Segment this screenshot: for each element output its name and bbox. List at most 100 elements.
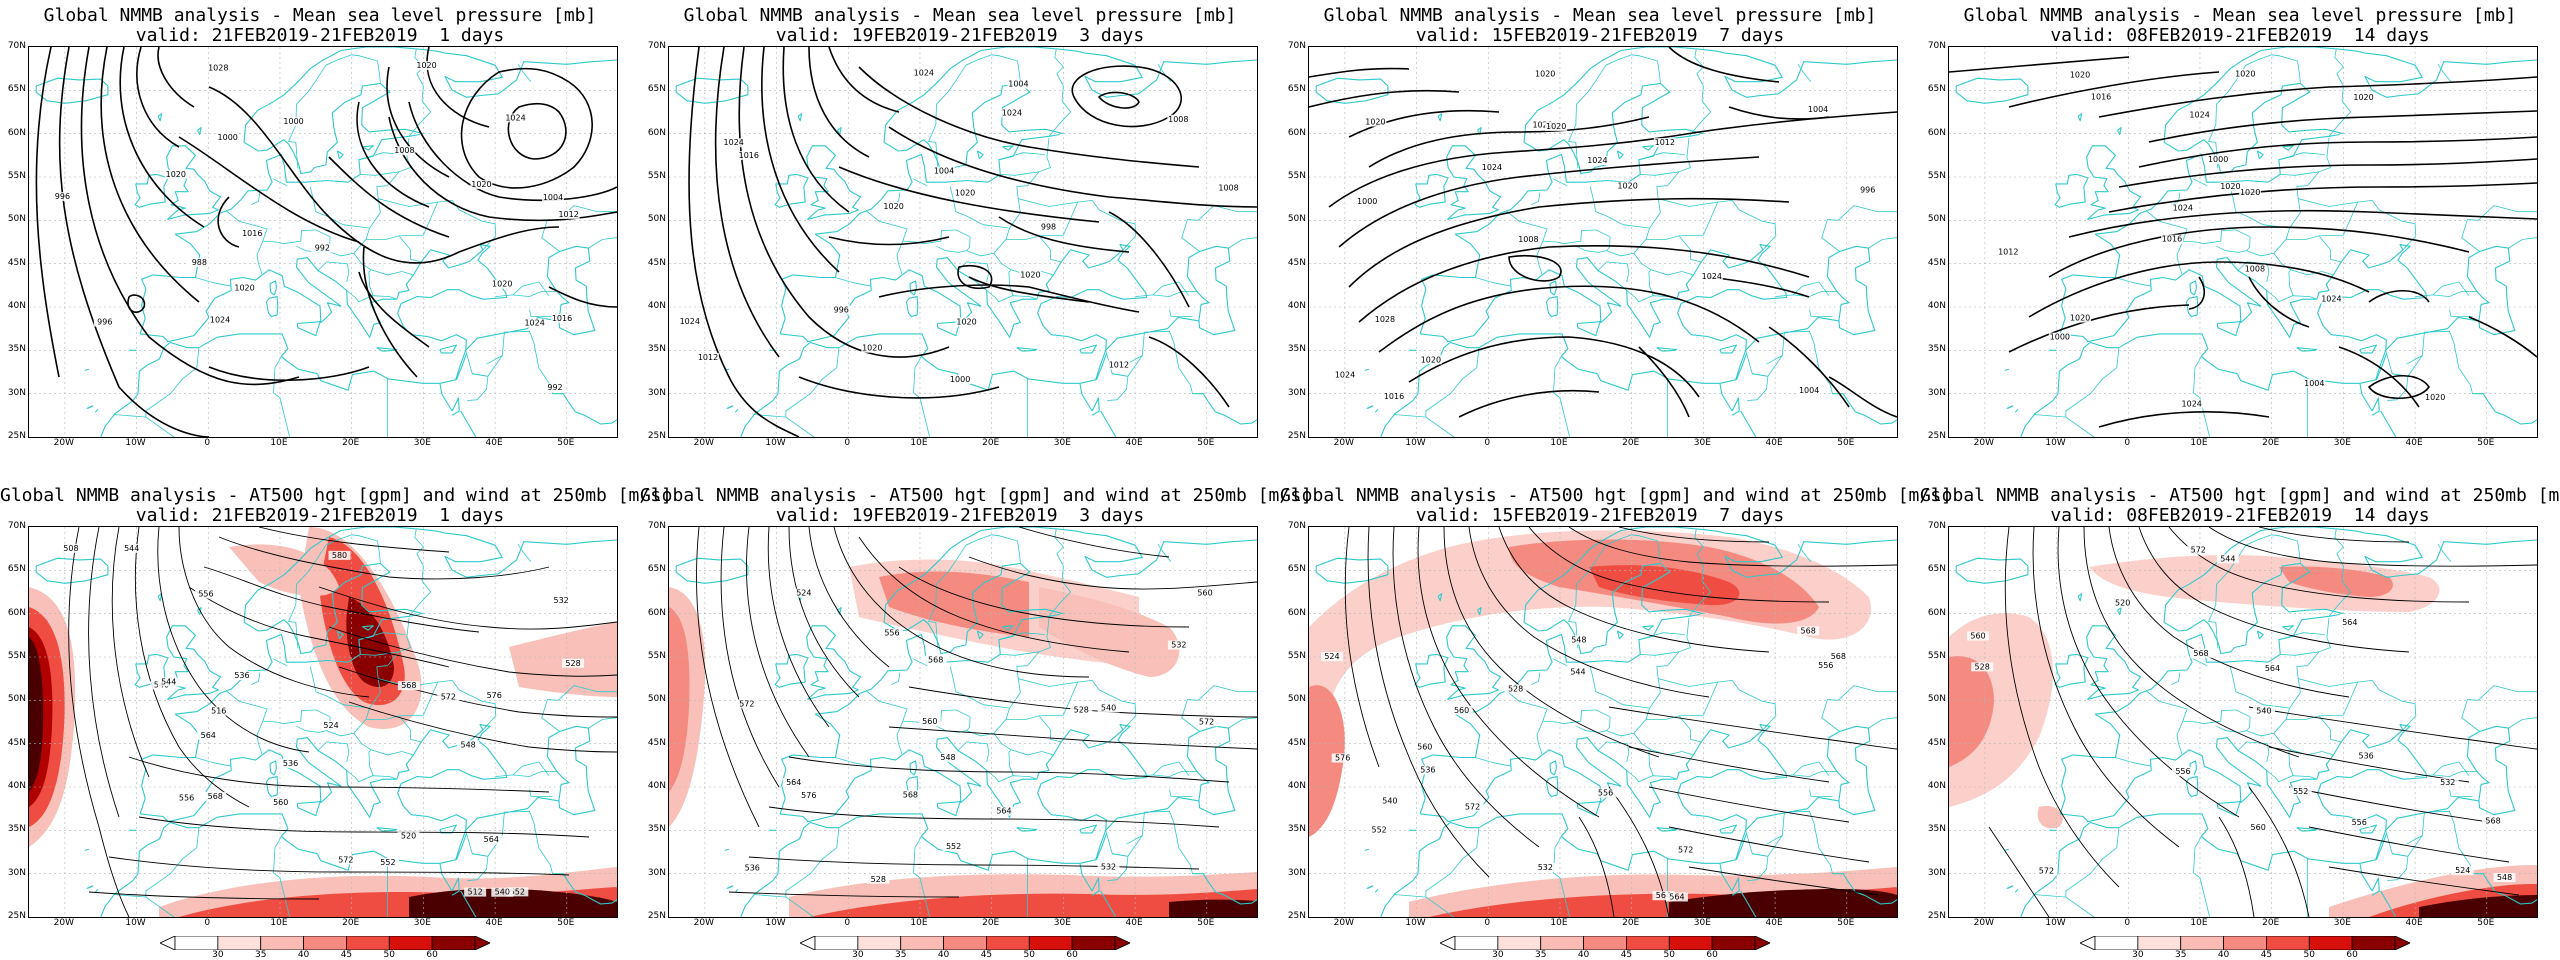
contour-line	[2208, 527, 2537, 567]
contour-label: 572	[1199, 717, 1214, 726]
wind-shading	[669, 607, 690, 792]
map-frame: 524 528 532 536 540 544 548 552 556 560 564 568 572 5…	[1308, 526, 1898, 918]
colorbar-tick-label: 40	[1577, 950, 1590, 960]
contour-line	[188, 586, 450, 668]
contour-label: 564	[786, 778, 801, 787]
contour-labels: 528 532 540 548 552 556 560 564 568 572 576 524 528 5…	[735, 588, 1218, 884]
lat-tick-label: 60N	[7, 127, 26, 138]
contour-label: 1028	[208, 64, 228, 73]
contour-line	[720, 527, 780, 788]
lon-tick-label: 20W	[1973, 438, 1995, 448]
contour-line	[338, 666, 617, 718]
contour-line	[203, 566, 480, 633]
contour-label: 996	[97, 318, 112, 327]
lon-tick-label: 10W	[765, 918, 786, 928]
coastlines	[675, 527, 1257, 917]
contour-label: 556	[198, 590, 213, 599]
lon-tick-label: 50E	[1197, 438, 1215, 448]
panel-title-line: Global NMMB analysis - Mean sea level pr…	[1963, 5, 2517, 26]
lat-tick-label: 55N	[1287, 171, 1306, 181]
colorbar	[2079, 935, 2411, 951]
lat-tick-label: 25N	[7, 911, 26, 921]
contour-line	[178, 136, 360, 243]
wind-shading	[409, 888, 617, 917]
colorbar-tick-label: 35	[2174, 950, 2187, 960]
contour-label: 1020	[862, 344, 882, 353]
contour-line	[898, 566, 1190, 628]
contour-label: 548	[461, 740, 476, 749]
lat-tick-label: 40N	[7, 781, 26, 791]
colorbar-tick-label: 30	[212, 950, 224, 960]
lon-tick-label: 40E	[485, 438, 503, 448]
contour-label: 1024	[2189, 111, 2209, 120]
contour-label: 1004	[2304, 379, 2324, 388]
contour-label: 1020	[2240, 188, 2260, 197]
contour-line	[2108, 182, 2537, 213]
contour-label: 544	[2220, 554, 2235, 563]
contour-label: 998	[1041, 223, 1056, 232]
lon-tick-label: 10W	[2045, 918, 2066, 928]
contour-label: 1020	[1365, 118, 1385, 127]
lat-tick-label: 50N	[1287, 214, 1306, 225]
lat-tick-label: 50N	[7, 694, 26, 705]
lat-tick-label: 40N	[1287, 301, 1306, 311]
contour-label: 1020	[234, 283, 254, 292]
colorbar-tick-label: 40	[2217, 950, 2230, 960]
contour-label: 1020	[1535, 69, 1555, 78]
graticule	[1949, 47, 2537, 437]
contour-labels: 1004 1000 996 998 1008 1012 1020 1024 1024 1024 10…	[678, 68, 1240, 385]
contour-label: 552	[380, 858, 395, 867]
contour-label: 1000	[1357, 197, 1377, 206]
contour-label: 1016	[2091, 93, 2111, 102]
lat-tick-label: 45N	[647, 257, 666, 268]
contour-label: 1008	[1218, 183, 1238, 192]
lat-tick-label: 45N	[1927, 737, 1946, 748]
contour-label: 568	[2193, 649, 2208, 658]
contour-line	[798, 376, 1000, 399]
contour-label: 996	[1860, 185, 1875, 194]
contour-label: 1004	[1808, 105, 1828, 114]
contour-line	[957, 265, 993, 289]
contour-line	[356, 101, 430, 208]
contour-label: 516	[211, 706, 226, 715]
contour-line	[1628, 746, 1830, 783]
lat-tick-label: 40N	[1927, 781, 1946, 791]
lon-tick-label: 10E	[1550, 918, 1568, 928]
lon-tick-label: 10W	[2045, 438, 2066, 448]
lon-tick-label: 50E	[1837, 918, 1855, 928]
lat-tick-label: 50N	[1287, 694, 1306, 705]
contour-label: 1004	[1799, 386, 1819, 395]
lat-tick-label: 35N	[7, 344, 26, 355]
panel-title: Global NMMB analysis - Mean sea level pr…	[0, 6, 640, 46]
contour-label: 544	[161, 677, 176, 686]
colorbar	[799, 935, 1131, 951]
contour-label: 1020	[1546, 122, 1566, 131]
contour-label: 524	[323, 721, 338, 730]
contour-line	[217, 196, 240, 248]
lat-tick-label: 60N	[1927, 127, 1946, 138]
contour-label: 536	[234, 671, 249, 680]
contour-line	[1988, 826, 2050, 917]
lon-tick-label: 20E	[1622, 918, 1640, 928]
contour-line	[838, 166, 1100, 223]
contour-line	[1108, 211, 1190, 308]
lat-tick-label: 70N	[1927, 41, 1946, 51]
contour-line	[1367, 527, 1490, 878]
lat-tick-label: 55N	[7, 651, 26, 661]
contour-label: 572	[2191, 546, 2206, 555]
contour-line	[1949, 56, 2130, 73]
wind-shading	[2279, 566, 2393, 597]
contour-label: 528	[565, 659, 580, 668]
colorbar-tick-label: 50	[383, 950, 395, 960]
lon-tick-label: 30E	[1053, 438, 1071, 448]
map-frame: 528 532 540 548 552 556 560 564 568 572 576 524 528 5…	[668, 526, 1258, 918]
contour-label: 536	[283, 759, 298, 768]
contour-label: 1012	[1998, 248, 2018, 257]
lat-tick-label: 30N	[1287, 867, 1306, 878]
colorbar-tick-label: 60	[2346, 950, 2358, 960]
contour-label: 528	[1975, 662, 1990, 671]
contour-label: 568	[208, 792, 223, 801]
contour-line	[138, 816, 590, 838]
contour-line	[968, 276, 1090, 303]
contour-label: 1008	[1518, 235, 1538, 244]
